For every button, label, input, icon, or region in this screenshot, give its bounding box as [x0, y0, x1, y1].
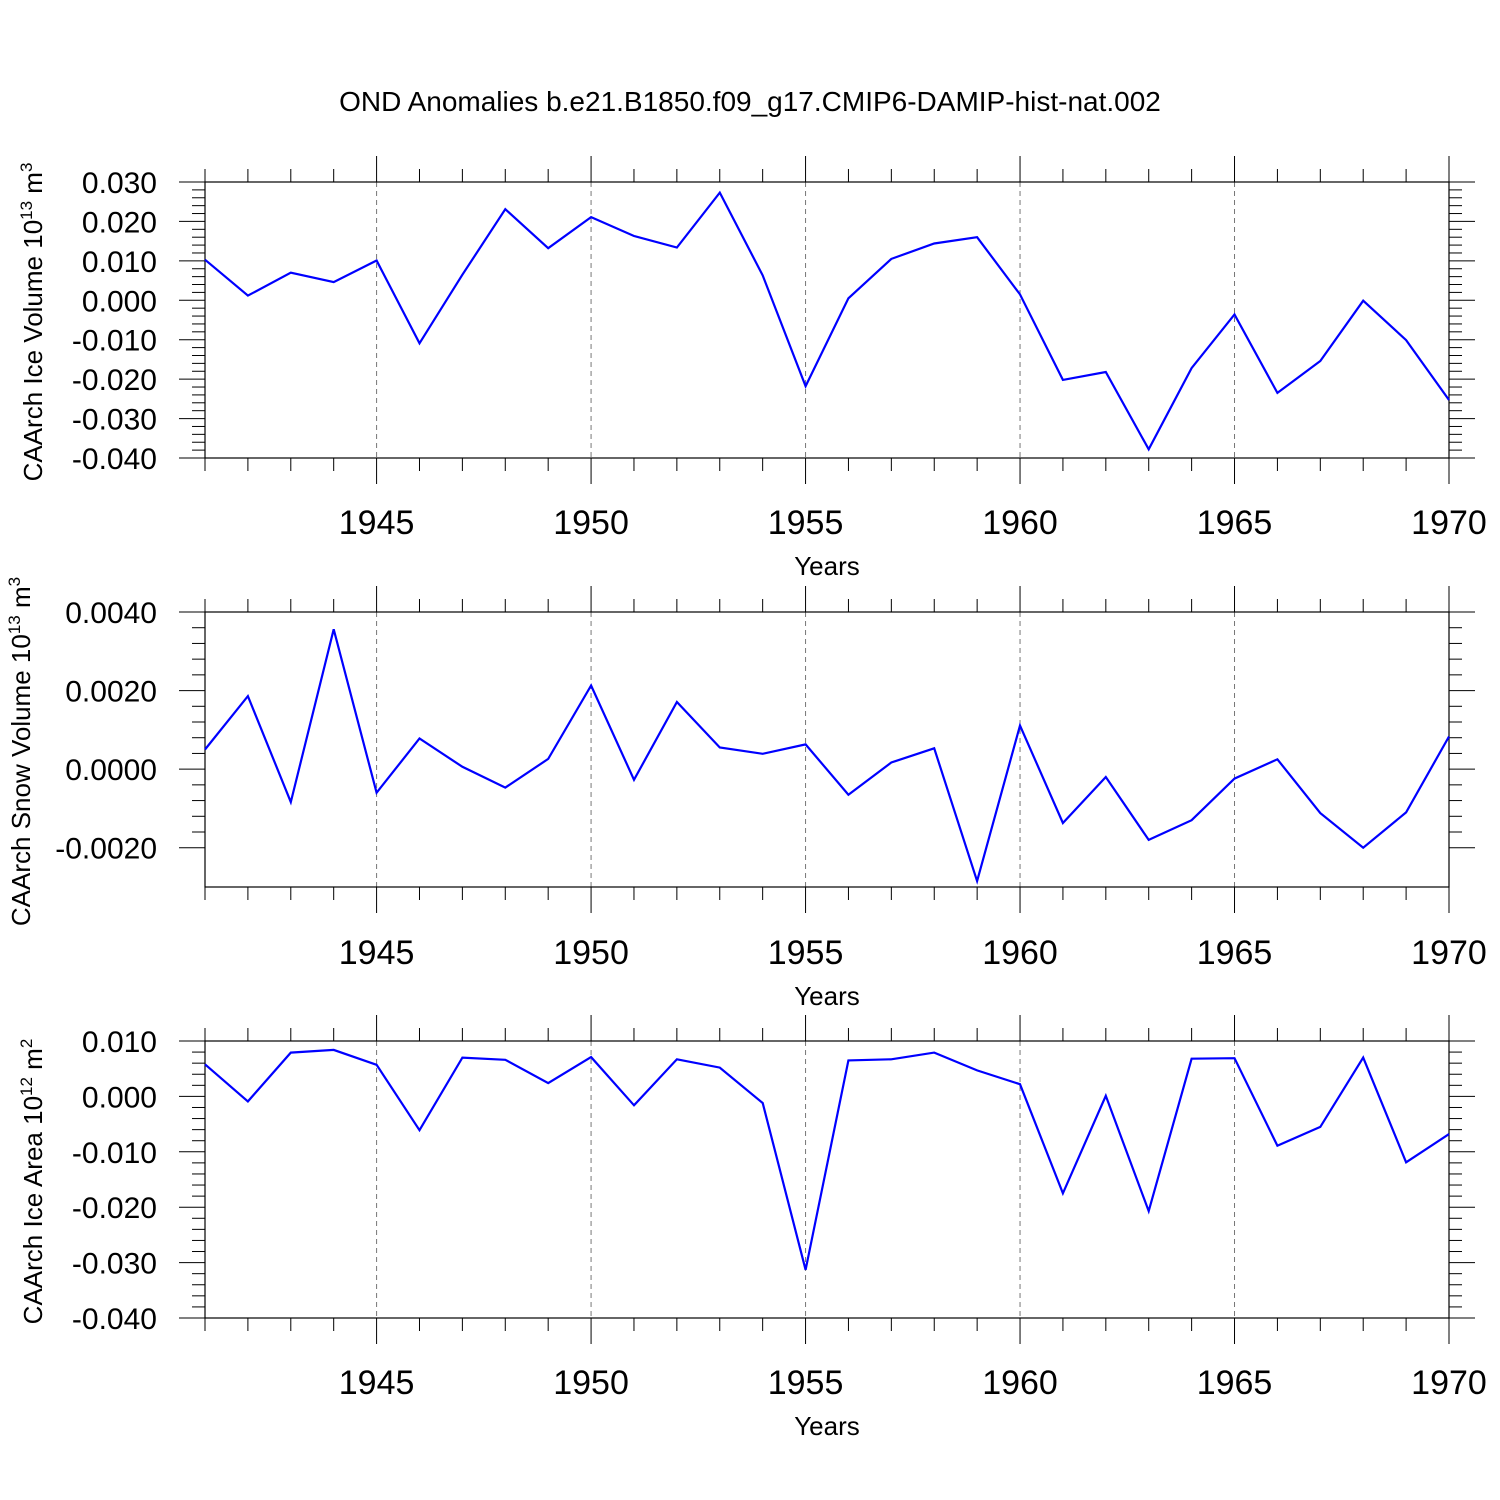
x-tick-label: 1965	[1197, 1364, 1273, 1402]
y-tick-label: 0.0000	[65, 754, 157, 787]
y-axis-label-part: m	[18, 172, 48, 201]
y-axis-label-part: m	[18, 1048, 48, 1077]
x-tick-label: 1955	[768, 934, 844, 972]
y-axis-label-part: 2	[17, 1039, 36, 1048]
figure-title: OND Anomalies b.e21.B1850.f09_g17.CMIP6-…	[339, 86, 1161, 117]
chart-panel-1: 0.030 0.020 0.010 0.000 -0.010 -0.020 -0.030 -0…	[17, 156, 1487, 581]
data-series-line	[204, 1048, 1450, 1271]
y-tick-label: -0.0020	[55, 833, 157, 866]
x-tick-label: 1955	[768, 1364, 844, 1402]
y-tick-label: 0.000	[82, 285, 157, 318]
y-axis-label-part: CAArch Ice Area 10	[18, 1096, 48, 1324]
x-tick-label: 1950	[553, 504, 629, 542]
x-tick-label: 1960	[982, 1364, 1058, 1402]
y-tick-label: -0.030	[72, 404, 157, 437]
x-tick-label: 1970	[1411, 934, 1487, 972]
x-axis-label: Years	[794, 1411, 860, 1441]
x-tick-label: 1955	[768, 504, 844, 542]
x-tick-label: 1945	[339, 1364, 415, 1402]
y-axis-label-part: 13	[5, 615, 24, 634]
y-tick-label: -0.020	[72, 1192, 157, 1225]
y-tick-label: 0.0040	[65, 597, 157, 630]
y-axis-label-part: m	[6, 586, 36, 615]
y-tick-label: 0.0020	[65, 676, 157, 709]
y-tick-label: -0.040	[72, 1303, 157, 1336]
y-tick-label: -0.010	[72, 1137, 157, 1170]
x-axis-label: Years	[794, 551, 860, 581]
y-tick-label: -0.010	[72, 325, 157, 358]
x-tick-label: 1960	[982, 504, 1058, 542]
x-tick-label: 1970	[1411, 504, 1487, 542]
y-tick-label: 0.010	[82, 246, 157, 279]
y-axis-label-part: 12	[17, 1077, 36, 1096]
plot-frame	[204, 181, 1450, 459]
x-tick-label: 1945	[339, 504, 415, 542]
plot-frame	[204, 1040, 1450, 1319]
y-tick-label: -0.040	[72, 443, 157, 476]
x-tick-label: 1970	[1411, 1364, 1487, 1402]
x-tick-label: 1950	[553, 934, 629, 972]
y-tick-label: 0.020	[82, 206, 157, 239]
y-axis-label-part: CAArch Snow Volume 10	[6, 634, 36, 926]
y-tick-label: 0.010	[82, 1026, 157, 1059]
chart-panel-2: 0.0040 0.0020 0.0000 -0.0020 1945 1950 1955 196…	[5, 577, 1487, 1011]
chart-panels: 0.030 0.020 0.010 0.000 -0.010 -0.020 -0.030 -0…	[5, 156, 1487, 1441]
y-tick-label: 0.000	[82, 1081, 157, 1114]
y-axis-label: CAArch Ice Area 1012 m2	[17, 1039, 48, 1325]
y-tick-label: 0.030	[82, 167, 157, 200]
x-tick-label: 1945	[339, 934, 415, 972]
y-axis-label-part: 13	[17, 201, 36, 220]
x-axis-label: Years	[794, 981, 860, 1011]
y-axis-label-part: 3	[17, 163, 36, 172]
x-tick-label: 1960	[982, 934, 1058, 972]
y-axis-label: CAArch Ice Volume 1013 m3	[17, 163, 48, 482]
y-axis-label: CAArch Snow Volume 1013 m3	[5, 577, 36, 926]
chart-panel-3: 0.010 0.000 -0.010 -0.020 -0.030 -0.040 1945 19…	[17, 1015, 1487, 1441]
y-tick-label: -0.020	[72, 364, 157, 397]
x-tick-label: 1965	[1197, 934, 1273, 972]
data-series-line	[204, 190, 1450, 452]
plot-frame	[204, 611, 1450, 888]
y-tick-label: -0.030	[72, 1248, 157, 1281]
y-axis-label-part: CAArch Ice Volume 10	[18, 220, 48, 482]
y-axis-label-part: 3	[5, 577, 24, 586]
data-series-line	[204, 629, 1450, 885]
x-tick-label: 1965	[1197, 504, 1273, 542]
x-tick-label: 1950	[553, 1364, 629, 1402]
